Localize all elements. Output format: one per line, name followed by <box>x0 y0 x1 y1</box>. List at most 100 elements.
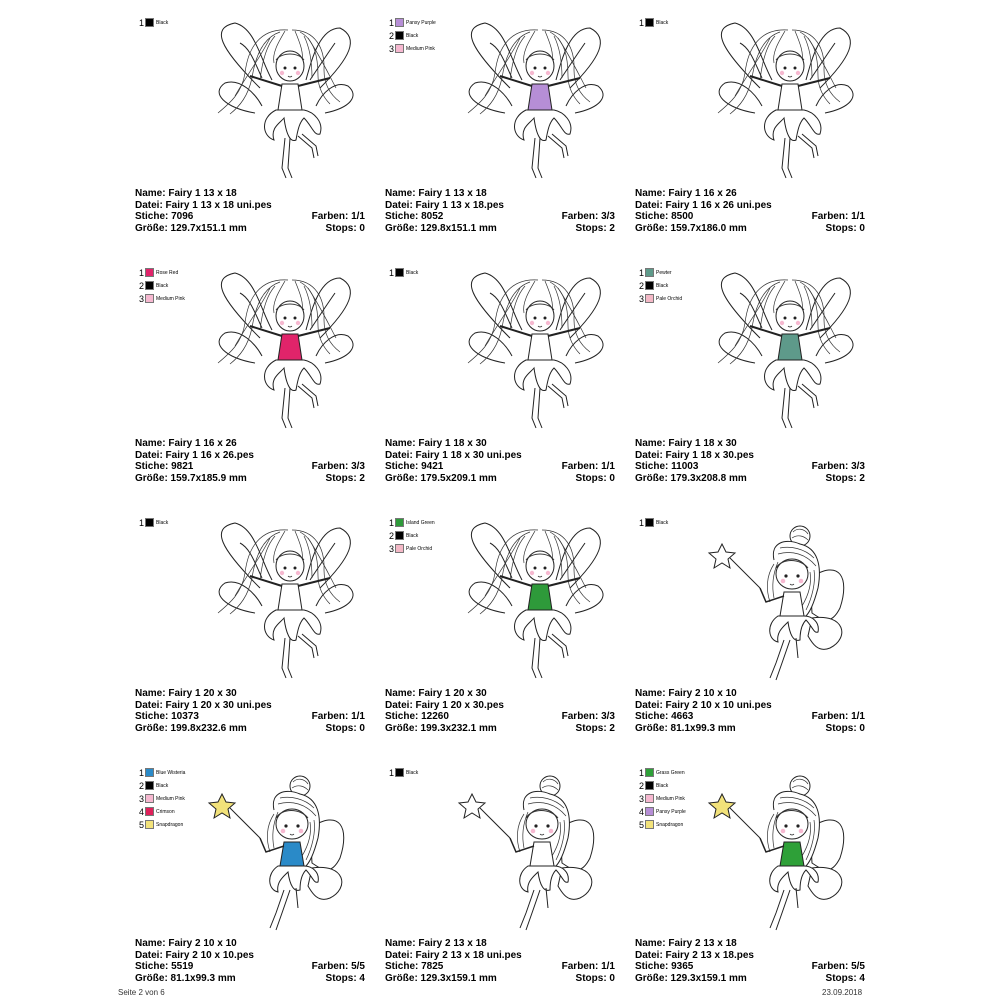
stop-count: Stops: 0 <box>575 472 615 484</box>
design-card: 1 Pansy Purple 2 Black 3 Medium Pink <box>385 16 635 256</box>
thread-number: 5 <box>138 819 144 830</box>
thread-swatch <box>145 781 154 790</box>
stop-count: Stops: 4 <box>325 972 365 984</box>
thread-name: Black <box>406 32 419 39</box>
design-size: Größe: 129.3x159.1 mm <box>385 972 497 984</box>
thread-swatch <box>145 268 154 277</box>
design-file: Datei: Fairy 1 13 x 18 uni.pes <box>135 199 272 211</box>
fairy-wand-illustration <box>200 768 370 938</box>
thread-name: Black <box>156 19 169 26</box>
design-size: Größe: 179.3x208.8 mm <box>635 472 747 484</box>
thread-color: 1 Blue Wisteria <box>137 766 185 779</box>
thread-swatch <box>145 18 154 27</box>
thread-color: 1 Black <box>637 516 668 529</box>
color-count: Farben: 5/5 <box>811 961 865 972</box>
thread-color-list: 1 Black <box>637 516 668 529</box>
thread-swatch <box>395 44 404 53</box>
print-date: 23.09.2018 <box>822 988 863 997</box>
design-card: 1 Black Name: Fairy 1 20 x 30 Datei <box>135 516 385 756</box>
design-info: Name: Fairy 2 10 x 10 Datei: Fairy 2 10 … <box>135 938 365 984</box>
thread-swatch <box>645 768 654 777</box>
fairy-illustration <box>700 268 870 438</box>
thread-color: 4 Crimson <box>137 805 185 818</box>
stitch-count: Stiche: 11003 <box>635 461 699 472</box>
thread-color: 1 Grass Green <box>637 766 686 779</box>
color-count: Farben: 3/3 <box>811 461 865 472</box>
thread-swatch <box>395 768 404 777</box>
thread-number: 4 <box>638 806 644 817</box>
thread-name: Pale Orchid <box>656 295 683 302</box>
stitch-count: Stiche: 4663 <box>635 711 694 722</box>
thread-swatch <box>145 768 154 777</box>
design-file: Datei: Fairy 2 13 x 18.pes <box>635 949 754 961</box>
thread-color: 3 Medium Pink <box>637 792 686 805</box>
thread-color-list: 1 Pewter 2 Black 3 Pale Orchid <box>637 266 682 305</box>
design-name: Name: Fairy 2 10 x 10 <box>635 688 737 699</box>
thread-color: 1 Island Green <box>387 516 435 529</box>
color-count: Farben: 1/1 <box>561 961 615 972</box>
thread-name: Blue Wisteria <box>156 769 186 776</box>
thread-color: 1 Black <box>387 266 418 279</box>
design-name: Name: Fairy 1 18 x 30 <box>385 438 487 449</box>
thread-number: 1 <box>138 17 144 28</box>
stop-count: Stops: 2 <box>325 472 365 484</box>
thread-swatch <box>645 18 654 27</box>
thread-swatch <box>395 518 404 527</box>
thread-name: Black <box>156 519 169 526</box>
design-info: Name: Fairy 2 13 x 18 Datei: Fairy 2 13 … <box>385 938 615 984</box>
design-name: Name: Fairy 1 18 x 30 <box>635 438 737 449</box>
thread-color: 4 Pansy Purple <box>637 805 686 818</box>
fairy-illustration <box>200 518 370 688</box>
stitch-count: Stiche: 12260 <box>385 711 449 722</box>
thread-color: 3 Pale Orchid <box>637 292 682 305</box>
design-file: Datei: Fairy 1 16 x 26.pes <box>135 449 254 461</box>
thread-name: Black <box>656 282 669 289</box>
design-name: Name: Fairy 1 16 x 26 <box>135 438 237 449</box>
thread-number: 1 <box>138 767 144 778</box>
page-number: Seite 2 von 6 <box>118 988 165 997</box>
thread-color: 1 Black <box>387 766 418 779</box>
design-card: 1 Grass Green 2 Black 3 Medium Pink 4 Pa… <box>635 766 885 1006</box>
design-file: Datei: Fairy 1 20 x 30.pes <box>385 699 504 711</box>
design-file: Datei: Fairy 2 10 x 10.pes <box>135 949 254 961</box>
thread-name: Black <box>406 769 419 776</box>
thread-swatch <box>395 268 404 277</box>
thread-number: 3 <box>138 793 144 804</box>
stop-count: Stops: 4 <box>825 972 865 984</box>
design-info: Name: Fairy 1 20 x 30 Datei: Fairy 1 20 … <box>135 688 365 734</box>
design-size: Größe: 179.5x209.1 mm <box>385 472 497 484</box>
thread-number: 2 <box>388 530 394 541</box>
thread-color-list: 1 Black <box>637 16 668 29</box>
design-info: Name: Fairy 1 13 x 18 Datei: Fairy 1 13 … <box>385 188 615 234</box>
stop-count: Stops: 0 <box>325 722 365 734</box>
design-card: 1 Island Green 2 Black 3 Pale Orchid <box>385 516 635 756</box>
thread-swatch <box>145 807 154 816</box>
thread-number: 1 <box>138 517 144 528</box>
thread-color: 2 Black <box>387 29 436 42</box>
fairy-wand-illustration <box>700 518 870 688</box>
thread-swatch <box>145 794 154 803</box>
thread-name: Black <box>156 282 169 289</box>
thread-name: Island Green <box>406 519 435 526</box>
thread-color: 2 Black <box>637 779 686 792</box>
thread-swatch <box>395 531 404 540</box>
thread-name: Black <box>656 782 669 789</box>
design-file: Datei: Fairy 1 13 x 18.pes <box>385 199 504 211</box>
thread-number: 3 <box>138 293 144 304</box>
thread-number: 2 <box>138 280 144 291</box>
thread-name: Black <box>406 532 419 539</box>
color-count: Farben: 3/3 <box>561 711 615 722</box>
thread-number: 2 <box>638 780 644 791</box>
thread-name: Black <box>156 782 169 789</box>
thread-swatch <box>645 518 654 527</box>
color-count: Farben: 3/3 <box>561 211 615 222</box>
design-name: Name: Fairy 1 13 x 18 <box>135 188 237 199</box>
thread-color: 3 Medium Pink <box>137 792 185 805</box>
thread-name: Pale Orchid <box>406 545 433 552</box>
design-info: Name: Fairy 1 13 x 18 Datei: Fairy 1 13 … <box>135 188 365 234</box>
thread-color: 3 Pale Orchid <box>387 542 435 555</box>
thread-color-list: 1 Rose Red 2 Black 3 Medium Pink <box>137 266 185 305</box>
design-name: Name: Fairy 1 20 x 30 <box>135 688 237 699</box>
design-info: Name: Fairy 1 16 x 26 Datei: Fairy 1 16 … <box>635 188 865 234</box>
design-file: Datei: Fairy 1 18 x 30 uni.pes <box>385 449 522 461</box>
